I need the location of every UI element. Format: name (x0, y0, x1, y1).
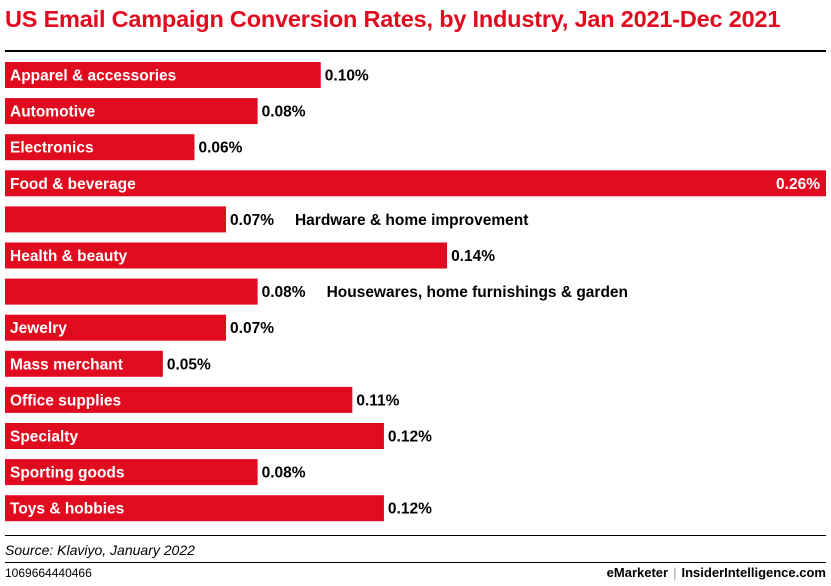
footer-rule (5, 562, 826, 563)
bar (5, 206, 227, 233)
source-rule (5, 535, 826, 536)
value-label: 0.08% (262, 465, 306, 482)
value-label: 0.12% (388, 429, 432, 446)
bar (5, 386, 353, 413)
category-label: Housewares, home furnishings & garden (327, 284, 628, 301)
value-label: 0.07% (230, 320, 274, 337)
bar (5, 242, 448, 269)
category-label: Health & beauty (10, 248, 128, 265)
category-label: Electronics (10, 140, 94, 157)
footer-brand: eMarketer | InsiderIntelligence.com (607, 565, 826, 580)
value-label: 0.10% (325, 68, 369, 85)
chart-id: 1069664440466 (5, 566, 92, 580)
chart-title: US Email Campaign Conversion Rates, by I… (5, 6, 781, 32)
category-label: Specialty (10, 429, 78, 446)
bar (5, 459, 258, 486)
bar (5, 278, 258, 305)
bar (5, 62, 321, 88)
value-label: 0.12% (388, 501, 432, 518)
bar (5, 98, 258, 125)
insider-intelligence-link[interactable]: InsiderIntelligence.com (681, 565, 827, 580)
bar (5, 495, 384, 522)
value-label: 0.11% (356, 392, 399, 409)
value-label: 0.06% (198, 140, 242, 157)
emarketer-logo-text: eMarketer (606, 565, 669, 580)
category-label: Automotive (10, 104, 96, 121)
category-label: Sporting goods (10, 465, 125, 482)
category-label: Jewelry (10, 320, 67, 337)
bar (5, 423, 384, 449)
category-label: Toys & hobbies (10, 501, 124, 518)
category-label: Office supplies (10, 392, 121, 409)
title-rule (5, 50, 826, 52)
value-label: 0.05% (167, 356, 211, 373)
value-label: 0.26% (776, 176, 820, 193)
bar (5, 314, 227, 341)
category-label: Food & beverage (10, 176, 136, 193)
footer-separator: | (673, 565, 677, 580)
bar (5, 134, 195, 161)
source-note: Source: Klaviyo, January 2022 (5, 542, 195, 558)
bar (5, 350, 163, 377)
value-label: 0.08% (262, 104, 306, 121)
value-label: 0.08% (262, 284, 306, 301)
category-label: Mass merchant (10, 356, 123, 373)
value-label: 0.07% (230, 212, 274, 229)
category-label: Apparel & accessories (10, 68, 176, 85)
category-label: Hardware & home improvement (295, 212, 528, 229)
value-label: 0.14% (451, 248, 495, 265)
bar (5, 170, 826, 197)
